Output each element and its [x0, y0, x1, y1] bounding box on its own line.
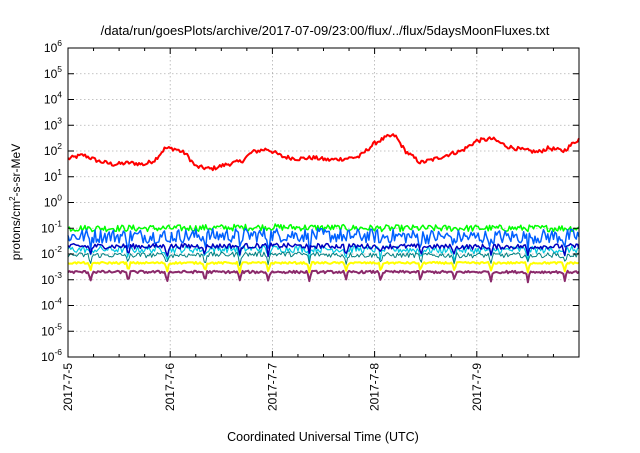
- grid: [68, 48, 579, 357]
- x-tick-label: 2017-7-5: [61, 363, 75, 411]
- series-line-7: [67, 260, 580, 274]
- y-axis-label: protons/cm2-s-sr-MeV: [8, 144, 23, 260]
- x-tick-label: 2017-7-8: [368, 363, 382, 411]
- y-tick-labels: 10-6 10-5 10-4 10-3 10-2 10-1 100 101 102 103 104 1…: [41, 38, 62, 364]
- y-tick-label: 10-1: [41, 218, 62, 235]
- x-tick-label: 2017-7-6: [163, 363, 177, 411]
- x-tick-labels: 2017-7-5 2017-7-6 2017-7-7 2017-7-8 2017-7-9: [61, 363, 484, 411]
- series-line-3: [67, 227, 580, 254]
- y-tick-label: 102: [44, 141, 62, 158]
- series-line-8: [67, 269, 580, 284]
- y-tick-label: 106: [44, 38, 62, 55]
- y-tick-label: 10-4: [41, 296, 62, 313]
- x-axis-label: Coordinated Universal Time (UTC): [227, 430, 419, 444]
- x-tick-label: 2017-7-7: [265, 363, 279, 411]
- y-tick-label: 10-3: [41, 270, 62, 287]
- series-line-6: [67, 251, 580, 266]
- series-line-2: [67, 223, 580, 233]
- series-layer: [67, 133, 580, 284]
- y-tick-label: 103: [44, 115, 62, 132]
- x-tick-label: 2017-7-9: [470, 363, 484, 411]
- y-tick-label: 10-5: [41, 321, 62, 338]
- y-tick-label: 10-2: [41, 244, 62, 261]
- series-line-5: [67, 242, 580, 258]
- y-tick-label: 104: [44, 90, 62, 107]
- series-line-1: [67, 133, 580, 172]
- chart-title: /data/run/goesPlots/archive/2017-07-09/2…: [101, 23, 550, 38]
- ticks: [67, 47, 579, 358]
- y-tick-label: 100: [44, 193, 62, 210]
- y-tick-label: 105: [44, 64, 62, 81]
- y-tick-label: 10-6: [41, 347, 62, 364]
- y-tick-label: 101: [44, 167, 62, 184]
